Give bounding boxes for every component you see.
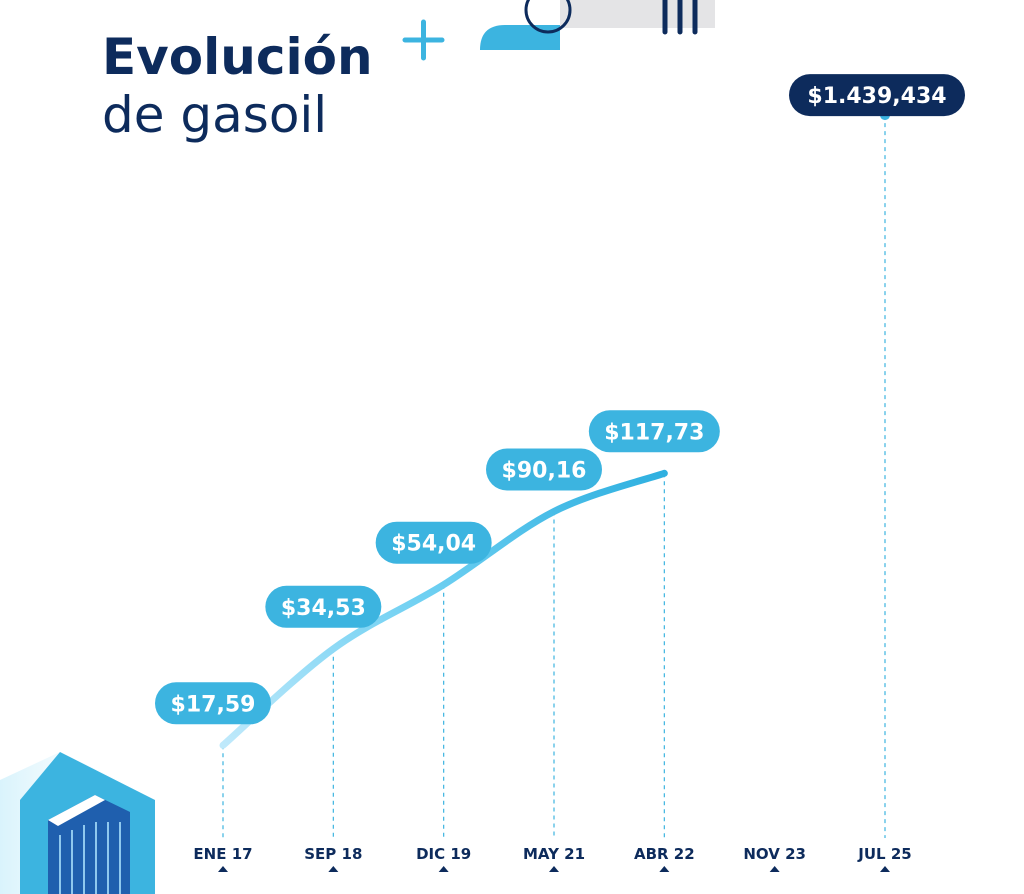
- chart-title: Evolución: [102, 28, 373, 86]
- value-label: $117,73: [588, 410, 720, 453]
- value-label-pill: [265, 585, 382, 628]
- value-label: $1.439,434: [789, 74, 965, 117]
- value-label: $90,16: [486, 448, 602, 491]
- tick-marker: [659, 866, 670, 872]
- value-label: $17,59: [155, 682, 271, 725]
- x-tick-label: SEP 18: [304, 845, 362, 863]
- value-label-pill: [155, 682, 271, 725]
- value-label-pill: [375, 521, 492, 564]
- x-tick-label: ABR 22: [634, 845, 695, 863]
- tick-marker: [328, 866, 339, 872]
- value-label-text: $34,53: [281, 596, 366, 621]
- value-label-text: $117,73: [604, 420, 704, 445]
- value-label: $54,04: [375, 521, 492, 564]
- tick-marker: [549, 866, 559, 872]
- chart-subtitle: de gasoil: [102, 86, 327, 144]
- tick-marker: [218, 866, 228, 872]
- value-label-text: $54,04: [391, 532, 476, 557]
- tick-marker: [769, 866, 780, 872]
- value-label-pill: [486, 448, 602, 491]
- value-label-pill: [588, 410, 720, 453]
- x-tick-label: DIC 19: [416, 845, 471, 863]
- value-label-pill: [789, 74, 965, 117]
- value-label-text: $17,59: [171, 692, 256, 717]
- x-tick-label: MAY 21: [523, 845, 585, 863]
- x-tick-label: JUL 25: [857, 845, 911, 863]
- value-label-text: $1.439,434: [807, 84, 946, 109]
- value-label-text: $90,16: [502, 458, 587, 483]
- value-label: $34,53: [265, 585, 382, 628]
- x-tick-label: ENE 17: [193, 845, 252, 863]
- tick-marker: [438, 866, 449, 872]
- tick-marker: [880, 866, 890, 872]
- decoration: [0, 0, 715, 894]
- x-tick-label: NOV 23: [743, 845, 806, 863]
- line: [219, 469, 668, 749]
